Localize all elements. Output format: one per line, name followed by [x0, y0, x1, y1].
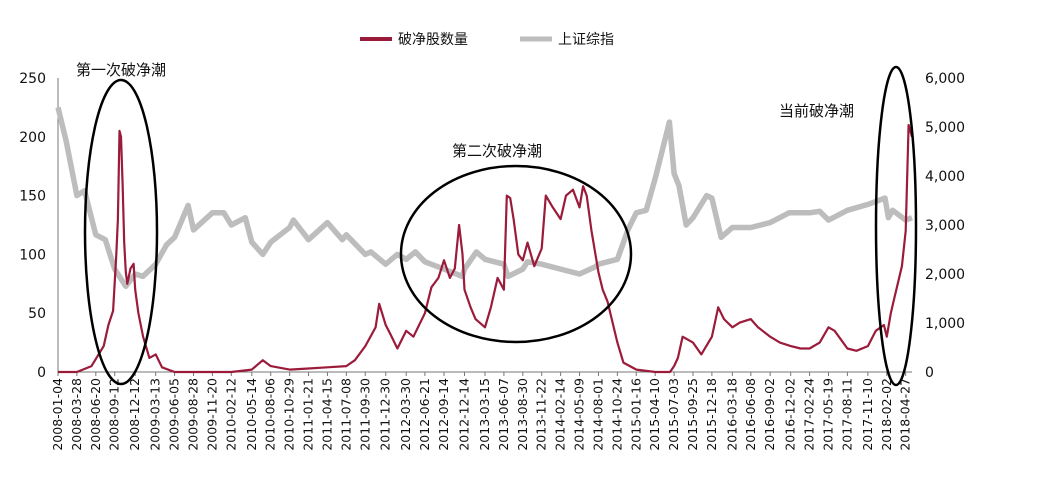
x-axis-tick-label: 2008-01-04	[50, 378, 65, 451]
x-axis-tick-label: 2016-03-18	[724, 378, 739, 451]
x-axis-tick-label: 2013-06-07	[496, 378, 511, 451]
x-axis-tick-label: 2011-09-30	[357, 378, 372, 451]
annotation-first-wave: 第一次破净潮	[76, 61, 166, 79]
annotation-current-wave: 当前破净潮	[779, 102, 854, 120]
right-axis-tick-label: 6,000	[925, 71, 965, 87]
left-axis-tick-label: 250	[19, 71, 46, 87]
x-axis-tick-label: 2009-06-05	[167, 378, 182, 451]
legend: 破净股数量 上证综指	[360, 32, 614, 48]
series-line-shanghai-index	[55, 106, 913, 290]
x-axis-tick-label: 2012-06-21	[417, 378, 432, 451]
x-axis-tick-label: 2015-04-10	[647, 378, 662, 451]
x-axis-tick-label: 2015-12-18	[704, 378, 719, 451]
x-axis-tick-label: 2011-04-15	[319, 378, 334, 451]
x-axis-tick-label: 2011-12-30	[378, 378, 393, 451]
x-axis-tick-label: 2009-11-20	[204, 378, 219, 451]
x-axis-tick-label: 2009-03-13	[148, 378, 163, 451]
x-axis-tick-label: 2014-02-14	[553, 378, 568, 451]
right-axis-tick-label: 4,000	[925, 169, 965, 185]
x-axis-tick-label: 2011-01-21	[301, 378, 316, 451]
highlight-ellipse-first-wave	[83, 78, 159, 386]
legend-label-pb-count: 破净股数量	[398, 32, 468, 48]
x-axis-tick-label: 2013-03-15	[477, 378, 492, 451]
right-axis-ticks: 0 1,000 2,000 3,000 4,000 5,000 6,000	[925, 71, 965, 381]
left-axis-tick-label: 200	[19, 130, 46, 146]
right-axis-tick-label: 5,000	[925, 120, 965, 136]
x-axis-tick-label: 2016-09-02	[762, 378, 777, 451]
right-axis-tick-label: 0	[925, 365, 934, 381]
annotation-second-wave: 第二次破净潮	[452, 142, 542, 160]
series-line-pb-count	[58, 123, 914, 374]
x-axis-tick-label: 2017-11-10	[860, 378, 875, 451]
x-axis-ticks: 2008-01-04 2008-03-28 2008-06-20 2008-09-12…	[50, 372, 913, 451]
highlight-ellipse-current-wave	[874, 65, 918, 387]
right-axis-tick-label: 2,000	[925, 267, 965, 283]
x-axis-tick-label: 2013-08-30	[515, 378, 530, 451]
x-axis-tick-label: 2017-05-19	[820, 378, 835, 451]
right-axis-tick-label: 3,000	[925, 218, 965, 234]
x-axis-tick-label: 2008-12-12	[127, 378, 142, 451]
x-axis-tick-label: 2010-02-12	[223, 378, 238, 451]
x-axis-tick-label: 2010-08-06	[263, 378, 278, 451]
x-axis-tick-label: 2010-10-29	[282, 378, 297, 451]
x-axis-tick-label: 2008-09-12	[107, 378, 122, 451]
highlight-ellipse-second-wave	[399, 164, 633, 344]
x-axis-tick-label: 2016-12-02	[783, 378, 798, 451]
x-axis-tick-label: 2018-02-02	[879, 378, 894, 451]
x-axis-tick-label: 2011-07-08	[338, 378, 353, 451]
left-axis-tick-label: 150	[19, 189, 46, 205]
x-axis-tick-label: 2014-05-09	[572, 378, 587, 451]
x-axis-tick-label: 2014-10-24	[609, 378, 624, 451]
x-axis-tick-label: 2012-12-14	[457, 378, 472, 451]
x-axis-tick-label: 2012-03-30	[398, 378, 413, 451]
x-axis-tick-label: 2015-01-16	[628, 378, 643, 451]
right-axis-tick-label: 1,000	[925, 316, 965, 332]
x-axis-tick-label: 2009-08-28	[186, 378, 201, 451]
x-axis-tick-label: 2013-11-22	[534, 378, 549, 451]
legend-label-shanghai-index: 上证综指	[558, 32, 614, 48]
left-axis-tick-label: 0	[37, 365, 46, 381]
left-axis-tick-label: 100	[19, 247, 46, 263]
x-axis-tick-label: 2010-05-14	[244, 378, 259, 451]
left-axis-tick-label: 50	[28, 306, 46, 322]
x-axis-tick-label: 2008-06-20	[88, 378, 103, 451]
x-axis-tick-label: 2015-07-03	[666, 378, 681, 451]
left-axis-ticks: 0 50 100 150 200 250	[19, 71, 46, 381]
x-axis-tick-label: 2014-08-01	[590, 378, 605, 451]
x-axis-tick-label: 2008-03-28	[69, 378, 84, 451]
x-axis-tick-label: 2012-09-14	[436, 378, 451, 451]
x-axis-tick-label: 2016-06-08	[743, 378, 758, 451]
x-axis-tick-label: 2017-02-24	[802, 378, 817, 451]
x-axis-tick-label: 2018-04-27	[898, 378, 913, 451]
x-axis-tick-label: 2015-09-25	[685, 378, 700, 451]
x-axis-tick-label: 2017-08-11	[839, 378, 854, 451]
